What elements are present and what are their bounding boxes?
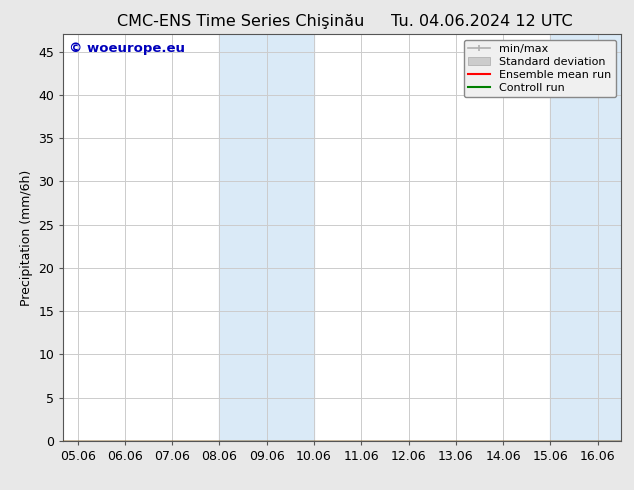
Bar <box>550 34 621 441</box>
Legend: min/max, Standard deviation, Ensemble mean run, Controll run: min/max, Standard deviation, Ensemble me… <box>463 40 616 97</box>
Bar <box>219 34 314 441</box>
Text: © woeurope.eu: © woeurope.eu <box>69 43 185 55</box>
Y-axis label: Precipitation (mm/6h): Precipitation (mm/6h) <box>20 170 33 306</box>
Text: CMC-ENS Time Series Chişinău: CMC-ENS Time Series Chişinău <box>117 14 365 29</box>
Text: Tu. 04.06.2024 12 UTC: Tu. 04.06.2024 12 UTC <box>391 14 573 29</box>
